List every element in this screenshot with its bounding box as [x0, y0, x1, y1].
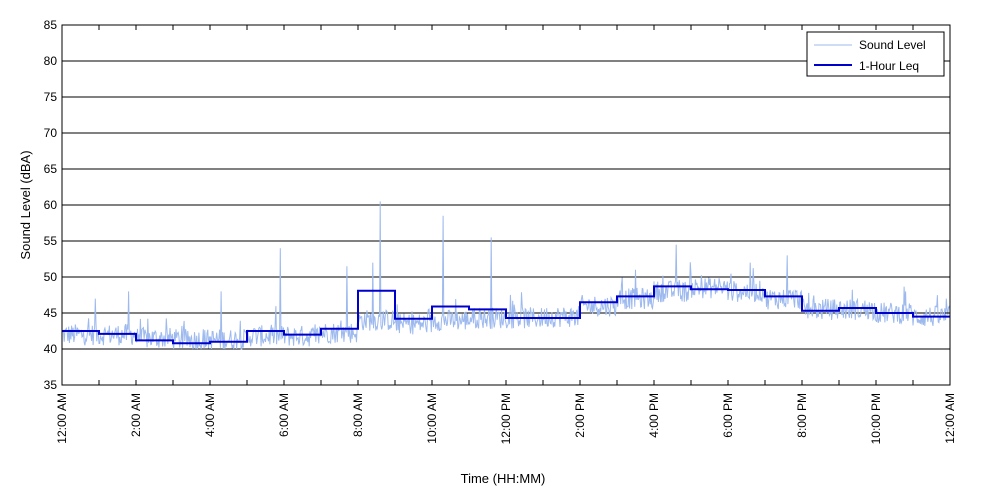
x-tick-label: 12:00 AM	[55, 393, 69, 444]
y-tick-label: 80	[44, 54, 58, 68]
y-tick-label: 85	[44, 18, 58, 32]
x-tick-label: 8:00 AM	[351, 393, 365, 437]
y-axis-ticks: 35 40 45 50 55 60 65 70 75 80 85	[44, 18, 950, 392]
legend-label-leq: 1-Hour Leq	[859, 59, 919, 73]
legend-label-sound-level: Sound Level	[859, 38, 926, 52]
y-axis-label: Sound Level (dBA)	[18, 150, 33, 259]
x-tick-label: 10:00 AM	[425, 393, 439, 444]
x-tick-label: 8:00 PM	[795, 393, 809, 438]
x-axis-label: Time (HH:MM)	[461, 471, 546, 486]
x-tick-label: 12:00 PM	[499, 393, 513, 444]
x-tick-label: 2:00 PM	[573, 393, 587, 438]
y-tick-label: 60	[44, 198, 58, 212]
y-tick-label: 55	[44, 234, 58, 248]
x-axis-ticks: 12:00 AM 2:00 AM 4:00 AM 6:00 AM 8:00 AM 10:0…	[55, 25, 957, 444]
y-tick-label: 45	[44, 306, 58, 320]
legend-box	[806, 31, 945, 77]
y-tick-label: 40	[44, 342, 58, 356]
legend: Sound Level 1-Hour Leq	[806, 31, 945, 77]
x-tick-label: 12:00 AM	[943, 393, 957, 444]
x-tick-label: 4:00 AM	[203, 393, 217, 437]
leq-step-line	[62, 285, 950, 345]
y-tick-label: 35	[44, 378, 58, 392]
x-tick-label: 2:00 AM	[129, 393, 143, 437]
leq-series	[62, 285, 950, 345]
y-tick-label: 70	[44, 126, 58, 140]
y-tick-label: 65	[44, 162, 58, 176]
x-tick-label: 6:00 AM	[277, 393, 291, 437]
y-tick-label: 75	[44, 90, 58, 104]
x-tick-label: 10:00 PM	[869, 393, 883, 444]
x-tick-label: 6:00 PM	[721, 393, 735, 438]
y-tick-label: 50	[44, 270, 58, 284]
x-tick-label: 4:00 PM	[647, 393, 661, 438]
